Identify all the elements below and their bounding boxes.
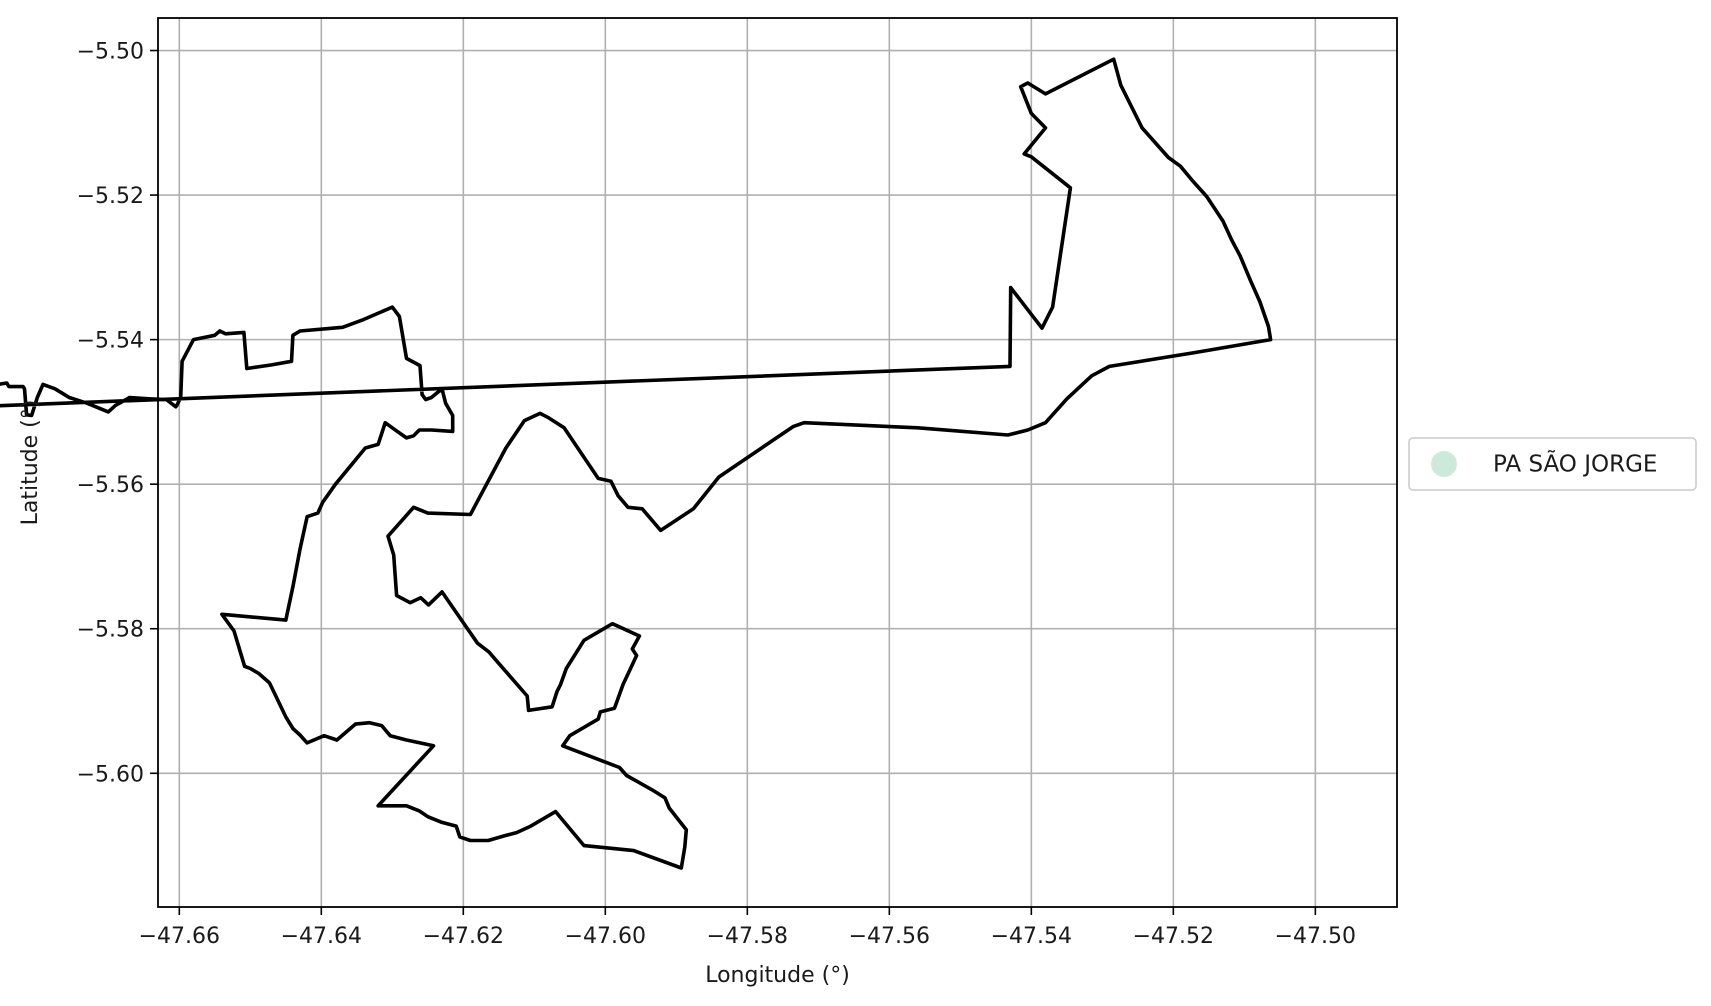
x-tick-label: −47.62 [423,924,504,949]
x-tick-label: −47.52 [1133,924,1214,949]
legend-label: PA SÃO JORGE [1493,450,1657,478]
y-tick-label: −5.58 [77,618,144,643]
x-tick-label: −47.58 [707,924,788,949]
y-tick-label: −5.60 [77,762,144,787]
x-tick-label: −47.60 [565,924,646,949]
legend-box [1408,437,1697,491]
boundary-polygon [0,57,1273,870]
legend: PA SÃO JORGE [1408,437,1697,491]
x-tick-label: −47.64 [281,924,362,949]
boundary-layer [0,57,1273,870]
x-axis-title: Longitude (°) [705,963,850,988]
x-tick-label: −47.54 [991,924,1072,949]
plot-frame [157,17,1398,908]
x-tick-label: −47.66 [139,924,220,949]
x-axis: −47.66 −47.64 −47.62 −47.60 −47.58 −47.56 −47.… [139,907,1356,949]
y-tick-label: −5.56 [77,473,144,498]
x-tick-label: −47.56 [849,924,930,949]
y-tick-label: −5.54 [77,329,144,354]
y-tick-label: −5.52 [77,184,144,209]
y-axis: −5.50 −5.52 −5.54 −5.56 −5.58 −5.60 [77,40,158,787]
x-tick-label: −47.50 [1275,924,1356,949]
y-axis-title: Latitude (°) [18,400,43,526]
legend-marker [1431,451,1457,477]
y-tick-label: −5.50 [77,40,144,65]
grid [158,18,1397,907]
